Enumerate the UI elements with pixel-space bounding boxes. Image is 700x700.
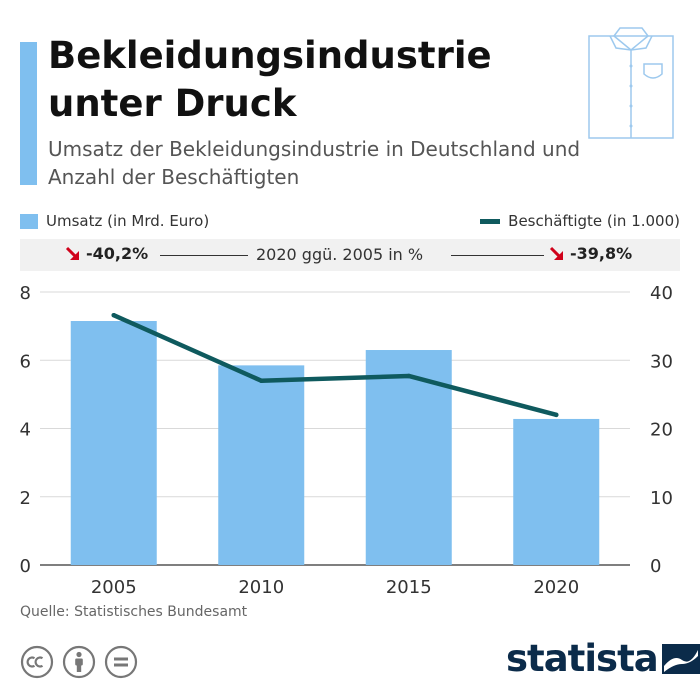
change-umsatz: -40,2% <box>64 244 148 263</box>
y-right-tick-label: 10 <box>650 488 673 509</box>
legend-swatch-bar <box>20 213 38 229</box>
bar <box>365 350 452 565</box>
change-rule-right <box>451 255 544 256</box>
bar <box>70 321 157 565</box>
change-beschaeftigte: -39,8% <box>548 244 632 263</box>
series-line-beschaeftigte <box>111 312 559 418</box>
change-summary-row: -40,2% 2020 ggü. 2005 in % -39,8% <box>20 239 680 271</box>
page-subtitle: Umsatz der Bekleidungsindustrie in Deuts… <box>48 137 581 189</box>
bar <box>513 418 600 565</box>
line-point <box>406 373 411 379</box>
y-left-tick-label: 4 <box>20 420 31 441</box>
line-point <box>111 312 116 318</box>
shirt-icon <box>588 27 674 139</box>
legend-item-umsatz: Umsatz (in Mrd. Euro) <box>20 212 209 230</box>
change-umsatz-value: -40,2% <box>86 244 149 263</box>
legend-item-beschaeftigte: Beschäftigte (in 1.000) <box>480 212 680 230</box>
page-title: Bekleidungsindustrie unter Druck <box>48 34 492 125</box>
y-left-tick-label: 8 <box>20 283 31 304</box>
y-right-tick-label: 0 <box>650 556 661 577</box>
y-left-tick-label: 0 <box>20 556 31 577</box>
legend-label-beschaeftigte: Beschäftigte (in 1.000) <box>508 212 680 230</box>
legend-swatch-line <box>480 218 501 224</box>
y-right-tick-label: 20 <box>650 420 673 441</box>
y-right-tick-label: 30 <box>650 351 673 372</box>
license-icons <box>20 645 146 679</box>
arrow-down-icon <box>65 246 80 260</box>
accent-bar <box>20 42 37 185</box>
x-tick-label: 2010 <box>238 577 284 598</box>
legend-label-umsatz: Umsatz (in Mrd. Euro) <box>46 212 210 230</box>
attribution-icon[interactable] <box>62 645 96 679</box>
y-left-tick-label: 6 <box>20 351 31 372</box>
x-tick-label: 2015 <box>386 577 432 598</box>
no-derivatives-icon[interactable] <box>104 645 138 679</box>
statista-logo[interactable]: statista <box>506 638 700 680</box>
statista-flag-icon <box>661 644 700 674</box>
x-tick-label: 2005 <box>91 577 137 598</box>
arrow-down-icon <box>549 246 564 260</box>
chart: 0 2 4 6 8 0 10 20 30 40 2005 2010 2015 2020 <box>20 283 673 598</box>
y-right-tick-label: 40 <box>650 283 673 304</box>
bar <box>218 365 305 565</box>
x-tick-label: 2020 <box>533 577 579 598</box>
change-rule-left <box>160 255 248 256</box>
y-left-tick-label: 2 <box>20 488 31 509</box>
line-point <box>554 412 559 418</box>
cc-icon[interactable] <box>20 645 54 679</box>
source-note: Quelle: Statistisches Bundesamt <box>20 604 248 620</box>
change-label: 2020 ggü. 2005 in % <box>256 245 424 264</box>
brand-wordmark: statista <box>506 637 659 680</box>
line-point <box>259 378 264 383</box>
change-beschaeftigte-value: -39,8% <box>570 244 633 263</box>
